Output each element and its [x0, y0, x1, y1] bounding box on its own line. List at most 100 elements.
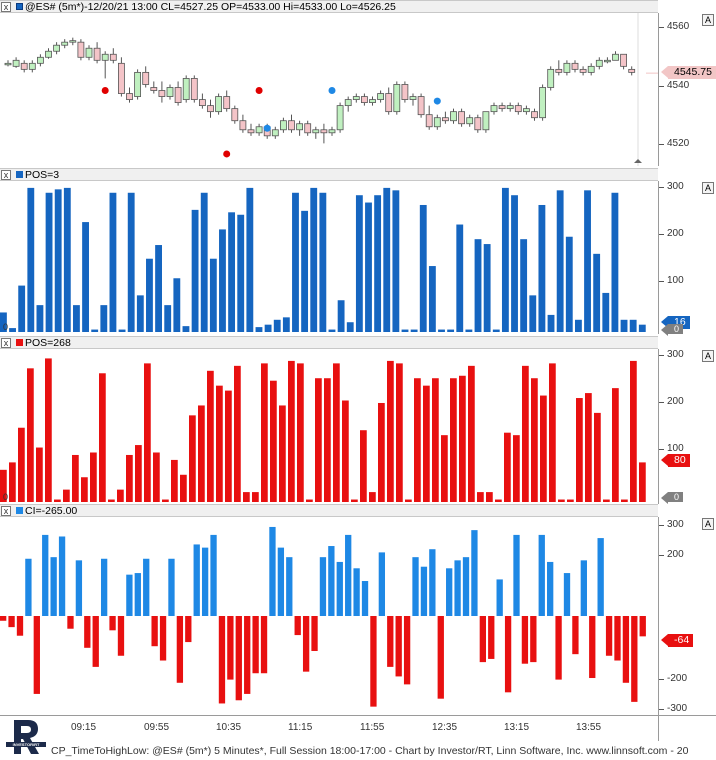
close-pos-blue-pane-button[interactable]: x	[1, 170, 11, 180]
candle	[85, 47, 93, 58]
candle	[255, 126, 263, 134]
candle	[279, 120, 287, 131]
candle	[474, 117, 482, 131]
autoscale-pos-blue-button[interactable]: A	[702, 182, 714, 194]
candle	[369, 99, 376, 103]
indicator-bar	[567, 499, 574, 502]
indicator-bar	[531, 378, 538, 502]
candle	[377, 93, 385, 100]
indicator-bar	[191, 209, 199, 332]
close-price-pane-button[interactable]: x	[1, 2, 11, 12]
indicator-bar	[333, 363, 340, 502]
indicator-bar	[109, 192, 117, 332]
pos-blue-zero-tag: 0	[660, 324, 684, 336]
indicator-bar	[252, 616, 259, 674]
indicator-bar	[135, 445, 142, 502]
indicator-bar	[9, 462, 16, 502]
indicator-bar	[92, 616, 99, 667]
indicator-bar	[210, 534, 217, 616]
footer-text: CP_TimeToHighLow: @ES# (5m*) 5 Minutes*,…	[51, 745, 689, 757]
indicator-bar	[374, 195, 382, 332]
autoscale-pos-red-button[interactable]: A	[702, 350, 714, 362]
price-axis[interactable]: A 4560 4540 4520 4545.75	[658, 13, 716, 166]
indicator-bar	[383, 187, 391, 332]
candle	[101, 53, 109, 61]
pos-blue-axis[interactable]: A 300 200 100 16 0	[658, 181, 716, 336]
indicator-bar	[639, 462, 646, 502]
pos-blue-bar-chart[interactable]: 0	[0, 181, 658, 334]
last-price-tag: 4545.75	[661, 66, 716, 79]
indicator-bar	[471, 530, 478, 616]
indicator-bar	[614, 616, 621, 661]
candle	[207, 105, 214, 113]
candle	[555, 68, 563, 73]
candle	[498, 105, 506, 110]
series-color-swatch	[16, 339, 23, 346]
close-ci-pane-button[interactable]: x	[1, 506, 11, 516]
logo-text: INVESTOR/RT	[13, 742, 40, 747]
candle	[352, 96, 360, 100]
indicator-bar	[580, 560, 587, 616]
indicator-bar	[235, 616, 242, 701]
indicator-bar	[565, 236, 573, 332]
ci-tick: 200	[667, 549, 684, 560]
indicator-bar	[18, 285, 26, 332]
indicator-bar	[218, 616, 226, 704]
indicator-bar	[246, 187, 254, 332]
indicator-bar	[310, 187, 318, 332]
ci-tick: 300	[667, 519, 684, 530]
indicator-bar	[504, 432, 511, 502]
indicator-bar	[302, 616, 310, 672]
indicator-bar	[395, 616, 402, 677]
pos-red-title: POS=268	[16, 337, 71, 349]
indicator-bar	[228, 212, 236, 332]
pos-red-axis[interactable]: A 300 200 100 80 0	[658, 349, 716, 504]
candle	[20, 62, 28, 70]
indicator-bar	[597, 538, 604, 616]
autoscale-ci-button[interactable]: A	[702, 518, 714, 530]
candle	[4, 62, 12, 66]
ci-bar-chart[interactable]	[0, 517, 658, 715]
indicator-bar	[441, 435, 448, 502]
indicator-bar	[54, 499, 61, 502]
indicator-bar	[200, 192, 208, 332]
indicator-bar	[342, 400, 349, 502]
indicator-bar	[529, 295, 537, 332]
indicator-bar	[185, 616, 192, 643]
pos-red-bar-chart[interactable]: 0	[0, 349, 658, 504]
indicator-bar	[589, 616, 596, 679]
candle	[166, 87, 174, 97]
pane-zero-label: 0	[3, 322, 8, 332]
indicator-bar	[9, 328, 16, 332]
indicator-bar	[513, 534, 520, 616]
indicator-bar	[118, 329, 126, 332]
indicator-bar	[279, 405, 286, 502]
indicator-bar	[90, 452, 97, 502]
indicator-bar	[324, 378, 331, 502]
ci-axis[interactable]: A 300 200 -200 -300 -64	[658, 517, 716, 715]
close-pos-red-pane-button[interactable]: x	[1, 338, 11, 348]
indicator-bar	[146, 258, 153, 332]
high-marker-dot	[328, 87, 336, 95]
price-candlestick-plot[interactable]	[0, 13, 658, 166]
indicator-bar	[277, 547, 285, 616]
pos-red-title-bar: x POS=268	[0, 336, 658, 349]
candle	[247, 129, 255, 134]
candle	[77, 41, 85, 58]
indicator-bar	[109, 616, 116, 631]
autoscale-price-button[interactable]: A	[702, 14, 714, 26]
time-axis[interactable]: 09:15 09:55 10:35 11:15 11:55 12:35 13:1…	[0, 715, 658, 742]
indicator-bar	[319, 557, 327, 616]
indicator-bar	[419, 204, 427, 332]
candle	[215, 96, 223, 113]
indicator-bar	[584, 190, 591, 332]
candle	[312, 129, 320, 134]
indicator-bar	[547, 314, 555, 332]
candle	[53, 44, 60, 52]
candle	[595, 59, 603, 67]
candle	[93, 47, 101, 61]
indicator-bar	[294, 616, 301, 636]
indicator-bar	[563, 573, 571, 616]
indicator-bar	[36, 447, 43, 502]
candle	[142, 71, 150, 85]
